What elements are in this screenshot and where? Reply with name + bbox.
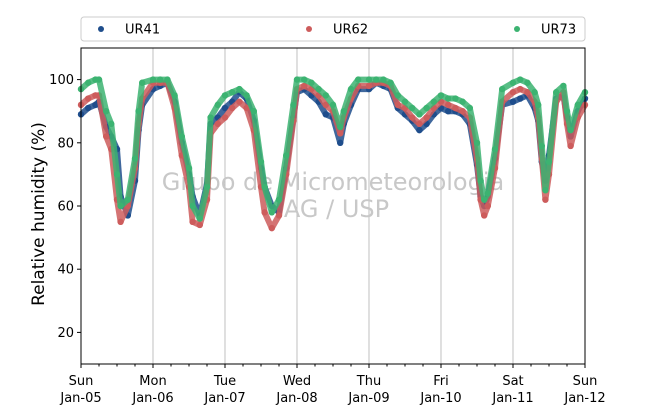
series-trace-UR73 xyxy=(78,76,588,222)
x-tick-label-date-5: Jan-10 xyxy=(419,391,461,406)
x-tick-label-date-7: Jan-12 xyxy=(563,391,605,406)
x-tick-label-date-0: Jan-05 xyxy=(59,391,101,406)
x-axis: Sun Jan-05 Mon Jan-06 Tue Jan-07 Wed Jan-08 Thu J… xyxy=(59,364,606,406)
legend-marker-UR41 xyxy=(98,26,104,32)
y-tick-label-4: 100 xyxy=(49,73,74,88)
y-axis: 20 40 60 80 100 xyxy=(49,73,81,341)
y-tick-label-2: 60 xyxy=(57,200,74,215)
watermark: Grupo de Micrometeorologia IAG / USP xyxy=(162,168,504,223)
y-axis-label: Relative humidity (%) xyxy=(29,122,49,306)
y-tick-label-0: 20 xyxy=(57,326,74,341)
x-tick-label-day-6: Sat xyxy=(502,374,523,389)
x-tick-label-date-3: Jan-08 xyxy=(275,391,317,406)
watermark-line-1: Grupo de Micrometeorologia xyxy=(162,168,504,196)
x-tick-label-day-0: Sun xyxy=(69,374,94,389)
legend-label-UR41: UR41 xyxy=(125,23,160,38)
data-points xyxy=(77,76,589,232)
x-tick-label-date-6: Jan-11 xyxy=(491,391,533,406)
x-tick-label-date-2: Jan-07 xyxy=(203,391,245,406)
x-tick-label-day-5: Fri xyxy=(433,374,449,389)
series-UR73 xyxy=(77,76,589,222)
y-tick-label-1: 40 xyxy=(57,263,74,278)
x-tick-label-day-3: Wed xyxy=(283,374,311,389)
legend-label-UR62: UR62 xyxy=(333,23,368,38)
y-tick-label-3: 80 xyxy=(57,136,74,151)
watermark-line-2: IAG / USP xyxy=(277,195,389,223)
x-tick-label-date-1: Jan-06 xyxy=(131,391,173,406)
legend-label-UR73: UR73 xyxy=(541,23,576,38)
legend-box xyxy=(80,16,586,42)
x-tick-label-date-4: Jan-09 xyxy=(347,391,389,406)
x-tick-label-day-7: Sun xyxy=(573,374,598,389)
legend-marker-UR73 xyxy=(514,26,520,32)
x-tick-label-day-2: Tue xyxy=(213,374,236,389)
legend-marker-UR62 xyxy=(306,26,312,32)
legend: UR41 UR62 UR73 xyxy=(80,16,586,42)
x-tick-label-day-4: Thu xyxy=(356,374,381,389)
x-tick-label-day-1: Mon xyxy=(139,374,166,389)
